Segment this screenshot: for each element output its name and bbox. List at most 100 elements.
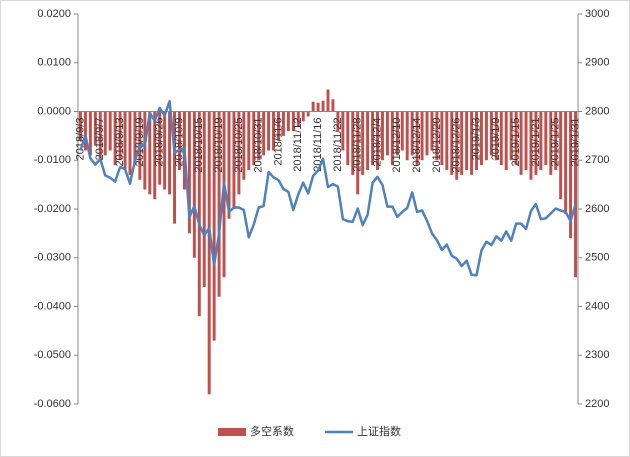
bar: [376, 111, 379, 170]
bar: [405, 111, 409, 161]
bar: [133, 111, 137, 166]
y-tick-label: -0.0200: [34, 203, 71, 215]
y-tick-label: 0.0000: [37, 105, 71, 117]
bar: [88, 111, 92, 156]
bar: [178, 111, 181, 170]
bar: [415, 111, 419, 166]
bar: [252, 111, 256, 166]
bar: [440, 111, 444, 166]
bar: [410, 111, 414, 156]
bar: [504, 111, 508, 170]
bar: [346, 111, 350, 166]
bar: [217, 111, 221, 297]
y-tick-label: -0.0500: [34, 349, 71, 361]
bar: [450, 111, 454, 175]
bar: [83, 111, 87, 151]
bar: [78, 111, 82, 141]
bar: [445, 111, 449, 170]
bar: [361, 111, 365, 175]
bar: [390, 111, 394, 166]
y-tick-label: 0.0200: [37, 8, 71, 20]
bar: [123, 111, 127, 170]
bar: [168, 111, 172, 195]
x-tick-label: 2018/10/15: [193, 118, 205, 173]
bar: [499, 111, 503, 166]
bar: [311, 101, 315, 112]
x-tick-label: 2018/11/16: [312, 118, 324, 172]
x-tick-label: 2018/9/3: [74, 118, 86, 161]
bar: [267, 111, 271, 151]
bar: [460, 111, 464, 175]
bar: [529, 111, 533, 180]
bar: [331, 99, 335, 112]
bar: [554, 111, 558, 170]
y-tick-label: -0.0300: [34, 252, 71, 264]
x-tick-label: 2018/9/7: [94, 117, 106, 160]
x-tick-label: 2018/9/13: [114, 118, 126, 167]
y-tick-label: -0.0400: [34, 300, 71, 312]
bar: [470, 111, 474, 175]
x-tick-label: 2019/1/9: [490, 118, 502, 161]
bar: [326, 89, 330, 112]
bar: [148, 111, 152, 195]
y2-tick-label: 2800: [585, 105, 609, 117]
bar: [143, 111, 147, 190]
bar: [336, 111, 340, 131]
bar: [207, 111, 211, 395]
bar: [351, 111, 355, 175]
bar: [356, 111, 360, 195]
y-tick-label: -0.0100: [34, 154, 71, 166]
bar: [321, 100, 325, 112]
bar: [366, 111, 370, 170]
bar: [108, 111, 112, 151]
bar: [173, 111, 177, 224]
bar: [569, 111, 573, 239]
x-tick-label: 2018/10/19: [213, 118, 225, 173]
bar: [514, 111, 518, 166]
bar: [494, 111, 498, 161]
x-tick-label: 2019/1/25: [550, 118, 562, 167]
bar: [380, 111, 384, 161]
bar: [316, 102, 320, 112]
bar: [425, 111, 429, 156]
x-tick-label: 2018/12/14: [411, 118, 423, 173]
bar: [296, 111, 300, 127]
x-tick-label: 2018/9/26: [154, 118, 166, 167]
legend-swatch: [218, 428, 246, 436]
bar: [475, 111, 478, 170]
bar: [262, 111, 266, 156]
bar: [158, 111, 162, 185]
bar: [277, 111, 280, 141]
bar: [291, 111, 295, 131]
bar: [574, 111, 578, 278]
bar: [524, 111, 528, 170]
bar: [98, 111, 102, 161]
bar: [509, 111, 513, 161]
bar: [163, 111, 167, 190]
bar: [192, 111, 196, 258]
legend-label: 上证指数: [357, 424, 401, 438]
bar: [212, 111, 216, 341]
bar: [564, 111, 568, 214]
x-tick-label: 2019/1/31: [569, 118, 581, 167]
bar: [465, 111, 469, 170]
bar: [197, 111, 201, 317]
y2-tick-label: 2900: [585, 57, 609, 69]
y2-tick-label: 2700: [585, 154, 609, 166]
bar: [301, 111, 305, 122]
bar: [544, 111, 548, 166]
y-tick-label: -0.0600: [34, 398, 71, 410]
bar: [519, 111, 523, 175]
bar: [202, 111, 206, 287]
y2-tick-label: 3000: [585, 8, 609, 20]
bar: [430, 111, 434, 151]
bar: [113, 111, 117, 166]
x-tick-label: 2018/11/6: [272, 118, 284, 166]
bar: [103, 111, 107, 156]
x-tick-label: 2018/10/25: [233, 118, 245, 173]
x-tick-label: 2018/10/9: [173, 118, 185, 167]
bar: [341, 111, 345, 151]
bar: [232, 111, 236, 209]
x-tick-label: 2018/12/4: [371, 118, 383, 167]
line: [79, 100, 577, 277]
